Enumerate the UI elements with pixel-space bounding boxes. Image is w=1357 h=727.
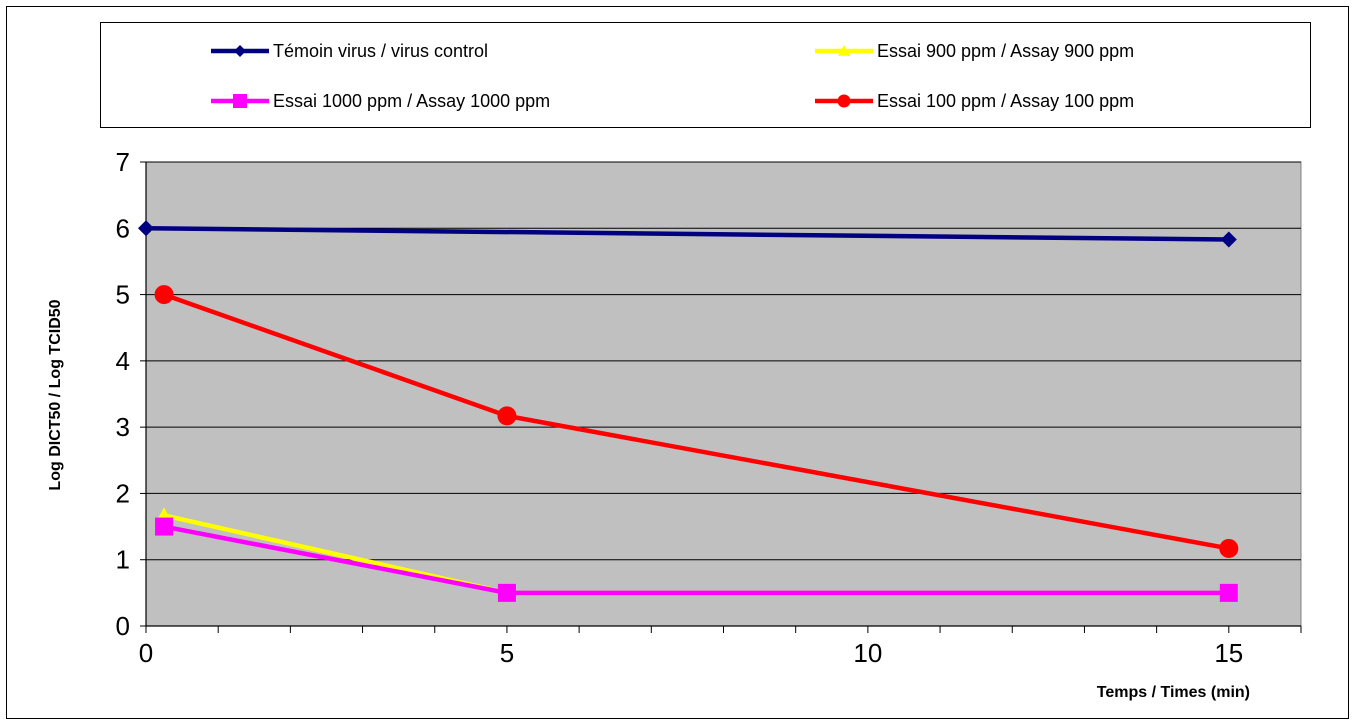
data-point	[154, 285, 174, 305]
y-axis-label: Log DICT50 / Log TCID50	[47, 299, 64, 490]
series-2	[155, 517, 1238, 602]
data-point	[497, 583, 516, 602]
series-3	[154, 285, 1239, 558]
legend-marker	[837, 94, 851, 108]
series-line	[145, 226, 1229, 242]
legend-swatch-100ppm	[815, 94, 873, 108]
legend-label-1000ppm: Essai 1000 ppm / Assay 1000 ppm	[273, 90, 551, 111]
x-axis-label: Temps / Times (min)	[1097, 684, 1250, 701]
y-tick-label: 4	[116, 346, 130, 376]
x-tick-label: 0	[139, 638, 153, 668]
y-tick-label: 3	[116, 412, 130, 442]
data-point	[1219, 583, 1238, 602]
legend: Témoin virus / virus control Essai 900 p…	[100, 22, 1311, 128]
data-point	[1219, 538, 1239, 558]
data-point	[1220, 231, 1237, 248]
legend-item-virus-control: Témoin virus / virus control	[209, 39, 488, 63]
series-group	[138, 220, 1239, 602]
y-tick-labels: 0 1 2 3 4 5 6 7	[116, 147, 130, 641]
data-point	[497, 406, 517, 426]
legend-swatch-900ppm	[815, 45, 873, 56]
legend-label-100ppm: Essai 100 ppm / Assay 100 ppm	[877, 90, 1135, 111]
x-tick-label: 15	[1214, 638, 1243, 668]
y-tick-label: 2	[116, 478, 130, 508]
y-tick-label: 6	[116, 213, 130, 243]
data-point	[138, 220, 154, 237]
y-tick-label: 0	[116, 611, 130, 641]
legend-label-900ppm: Essai 900 ppm / Assay 900 ppm	[877, 40, 1135, 61]
data-point	[155, 517, 174, 536]
legend-marker	[233, 94, 247, 108]
x-tick-labels: 0 5 10 15	[139, 638, 1244, 668]
legend-item-1000ppm: Essai 1000 ppm / Assay 1000 ppm	[209, 89, 550, 113]
legend-item-100ppm: Essai 100 ppm / Assay 100 ppm	[813, 89, 1134, 113]
legend-swatch-1000ppm	[211, 94, 269, 108]
legend-swatch-virus-control	[211, 45, 269, 57]
legend-label-virus-control: Témoin virus / virus control	[273, 40, 489, 61]
y-tick-label: 5	[116, 280, 130, 310]
y-tick-label: 1	[116, 545, 130, 575]
legend-item-900ppm: Essai 900 ppm / Assay 900 ppm	[813, 39, 1134, 63]
y-tick-label: 7	[116, 147, 130, 177]
x-tick-label: 5	[500, 638, 514, 668]
legend-marker	[234, 45, 246, 57]
x-tick-label: 10	[853, 638, 882, 668]
axes	[140, 161, 1302, 633]
legend-marker	[838, 45, 850, 56]
series-0	[138, 220, 1237, 248]
